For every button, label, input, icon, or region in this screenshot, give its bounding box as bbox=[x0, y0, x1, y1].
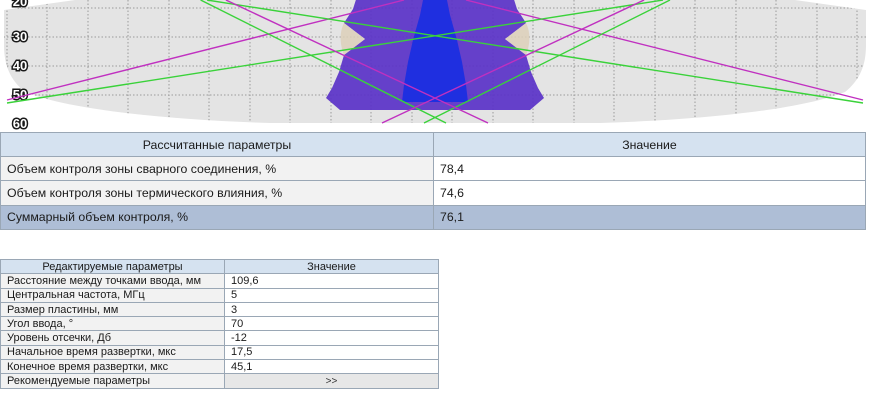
svg-text:20: 20 bbox=[13, 0, 27, 9]
svg-text:40: 40 bbox=[13, 58, 27, 73]
svg-text:30: 30 bbox=[13, 29, 27, 44]
svg-text:60: 60 bbox=[13, 116, 27, 131]
